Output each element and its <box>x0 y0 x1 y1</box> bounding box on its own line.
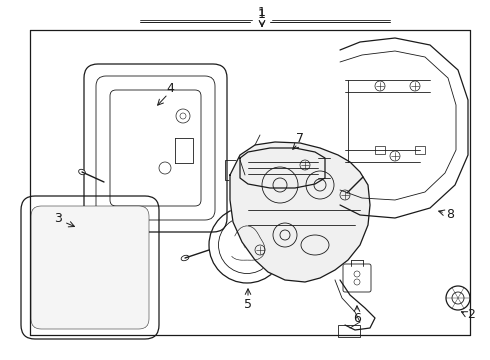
Text: 8: 8 <box>446 208 454 221</box>
Polygon shape <box>230 142 370 282</box>
Text: 7: 7 <box>296 131 304 144</box>
Text: 6: 6 <box>353 311 361 324</box>
FancyBboxPatch shape <box>31 206 149 329</box>
Text: 2: 2 <box>467 307 475 320</box>
Text: 1: 1 <box>258 5 266 18</box>
Text: 1: 1 <box>258 8 266 21</box>
Ellipse shape <box>181 255 189 261</box>
Ellipse shape <box>79 169 85 175</box>
Circle shape <box>244 242 250 248</box>
Text: 4: 4 <box>166 81 174 94</box>
Text: 5: 5 <box>244 298 252 311</box>
Text: 3: 3 <box>54 211 62 225</box>
